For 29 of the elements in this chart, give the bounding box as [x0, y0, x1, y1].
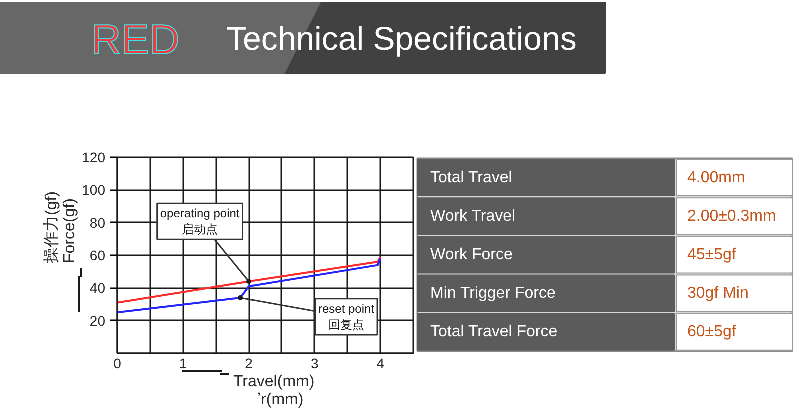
- text: Work Travel: [430, 208, 516, 225]
- text: Min Trigger Force: [430, 285, 556, 302]
- y-tick-label: 40: [90, 280, 106, 296]
- text: 45±5gf: [688, 246, 737, 264]
- y-tick-label: 80: [90, 214, 106, 231]
- text: 2.00±0.3mm: [688, 208, 776, 225]
- x-tick-label: 1: [179, 356, 188, 372]
- chart-title: RED: [91, 16, 180, 63]
- annotation: operating point 启动点: [160, 206, 240, 237]
- y-tick-label: 60: [90, 248, 106, 264]
- text: 30gf Min: [688, 285, 749, 302]
- x-tick-label: 3: [310, 356, 319, 372]
- text: 4.00mm: [688, 169, 746, 186]
- y-tick-label: 120: [82, 150, 106, 166]
- x-tick-label: 4: [376, 356, 385, 372]
- x-tick-label: 0: [114, 356, 122, 372]
- line-series: [118, 258, 382, 314]
- chart-subtitle: Technical Specifications: [226, 20, 577, 57]
- annotation: reset point 回复点: [318, 302, 376, 332]
- x-tick-label: 2: [245, 356, 254, 372]
- y-tick-label: 20: [90, 312, 106, 329]
- x-axis-title: Travel(mm) ʼr(mm): [234, 374, 315, 408]
- text: Work Force: [430, 246, 513, 264]
- text: Total Travel Force: [430, 324, 558, 341]
- y-tick-label: 100: [82, 182, 106, 198]
- text: Total Travel: [430, 169, 512, 186]
- y-axis-title: Force(gf) 操作力(gf): [42, 192, 78, 264]
- line-series: [118, 256, 382, 304]
- text: 60±5gf: [688, 324, 737, 341]
